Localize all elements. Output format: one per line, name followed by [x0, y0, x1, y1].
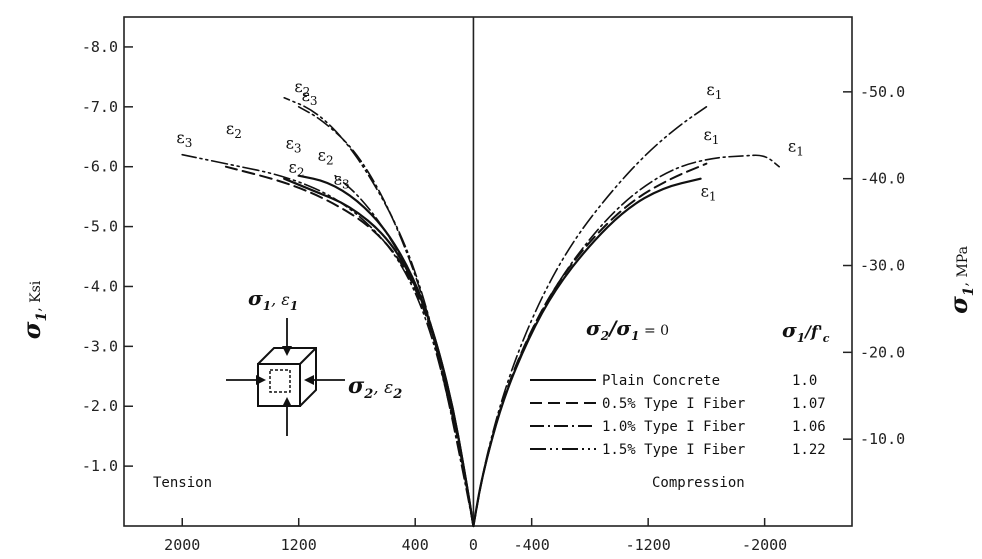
strain-label: ε3	[334, 170, 350, 192]
strain-label: ε3	[286, 134, 302, 156]
legend-name: 0.5% Type I Fiber	[602, 396, 745, 412]
legend-name: 1.5% Type I Fiber	[602, 442, 745, 458]
y-left-tick-label: -6.0	[82, 158, 118, 176]
tick-group: 2000 1200 400 0 -400 -1200 -2000 -8.0 -7.0 -6.0 -5…	[82, 38, 905, 554]
x-tick-label: 400	[402, 536, 429, 554]
inset-side-label: σ2, ε2	[348, 373, 402, 402]
y-left-tick-label: -4.0	[82, 277, 118, 295]
y-left-tick-label: -5.0	[82, 218, 118, 236]
y-left-tick-label: -3.0	[82, 337, 118, 355]
series-2-curve	[224, 165, 475, 527]
x-tick-label: 2000	[164, 536, 200, 554]
stress-element-diagram: σ1, ε1 σ2, ε2	[226, 286, 402, 436]
legend-ratio: 1.0	[792, 373, 817, 389]
y-right-tick-label: -20.0	[860, 343, 905, 361]
strain-label: ε3	[176, 128, 192, 150]
y-left-tick-label: -8.0	[82, 38, 118, 56]
strain-label: ε1	[701, 182, 717, 204]
x-tick-label: 0	[469, 536, 478, 554]
legend: Plain Concrete 1.0 0.5% Type I Fiber 1.07 1.…	[530, 373, 826, 458]
strain-label: ε3	[302, 86, 318, 108]
series-3-curve	[297, 106, 475, 527]
plot-frame	[123, 16, 853, 527]
y-right-tick-label: -30.0	[860, 257, 905, 275]
svg-text:σ1, MPa: σ1, MPa	[944, 246, 977, 314]
series-4-curve	[472, 106, 708, 527]
x-tick-label: -400	[514, 536, 550, 554]
svg-text:σ1, Ksi: σ1, Ksi	[17, 280, 50, 339]
strain-label: ε2	[294, 77, 310, 99]
stress-ratio-label: σ2/σ1 = 0	[586, 316, 669, 343]
tension-label: Tension	[153, 475, 212, 491]
force-arrows-icon	[226, 318, 345, 436]
series-3-curve	[472, 154, 780, 527]
x-tick-label: -2000	[742, 536, 787, 554]
series-3-curve	[334, 174, 475, 527]
strength-ratio-header: σ1/f'c	[782, 318, 830, 345]
strain-label: ε2	[226, 119, 242, 141]
series-4-curve	[181, 153, 475, 527]
y-left-tick-label: -2.0	[82, 397, 118, 415]
y-right-axis-label: σ1, MPa	[944, 246, 977, 314]
strain-label: ε2	[318, 146, 334, 168]
axes-group	[123, 16, 853, 527]
y-right-tick-label: -40.0	[860, 170, 905, 188]
series-4-curve	[283, 97, 475, 527]
legend-ratio: 1.06	[792, 419, 826, 435]
curves-group	[181, 97, 780, 528]
strain-label: ε2	[289, 158, 305, 180]
y-left-tick-label: -7.0	[82, 98, 118, 116]
strain-label: ε1	[788, 137, 804, 159]
series-1-curve	[472, 177, 702, 528]
strain-label: ε1	[706, 80, 722, 102]
legend-name: 1.0% Type I Fiber	[602, 419, 745, 435]
y-right-tick-label: -50.0	[860, 83, 905, 101]
legend-name: Plain Concrete	[602, 373, 720, 389]
legend-ratio: 1.07	[792, 396, 826, 412]
x-tick-label: 1200	[281, 536, 317, 554]
cube-icon	[257, 347, 317, 407]
y-left-tick-label: -1.0	[82, 457, 118, 475]
series-1-curve	[297, 174, 475, 528]
y-left-axis-label: σ1, Ksi	[17, 280, 50, 339]
strain-label: ε1	[703, 125, 719, 147]
inset-top-label: σ1, ε1	[248, 286, 298, 313]
y-right-tick-label: -10.0	[860, 430, 905, 448]
compression-label: Compression	[652, 475, 745, 491]
x-tick-label: -1200	[626, 536, 671, 554]
legend-ratio: 1.22	[792, 442, 826, 458]
